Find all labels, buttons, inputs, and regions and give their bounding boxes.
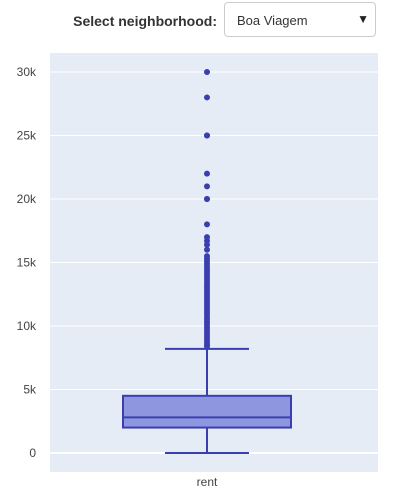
iqr-box[interactable] — [122, 394, 292, 429]
neighborhood-selector-row: Select neighborhood: Boa Viagem ▼ — [0, 1, 414, 39]
outlier-point[interactable] — [204, 69, 210, 76]
outlier-point[interactable] — [204, 196, 210, 203]
y-tick-label: 20k — [17, 192, 37, 206]
outlier-point[interactable] — [204, 221, 210, 228]
x-axis-ticks: rent — [197, 475, 218, 489]
outlier-point[interactable] — [204, 94, 210, 101]
outlier-point[interactable] — [204, 183, 210, 190]
y-tick-label: 15k — [17, 256, 37, 270]
outlier-points[interactable] — [204, 69, 210, 350]
y-tick-label: 0 — [29, 446, 36, 460]
selector-label: Select neighborhood: — [73, 13, 217, 29]
grid-lines — [50, 71, 378, 454]
y-tick-label: 5k — [23, 382, 37, 396]
dropdown-selected-value: Boa Viagem — [237, 13, 308, 28]
y-tick-label: 25k — [17, 129, 37, 143]
x-tick-label: rent — [197, 475, 218, 489]
outlier-point[interactable] — [204, 246, 210, 253]
outlier-point[interactable] — [204, 170, 210, 177]
outlier-point[interactable] — [204, 132, 210, 139]
outlier-point[interactable] — [204, 343, 210, 350]
y-tick-label: 30k — [17, 65, 37, 79]
y-tick-label: 10k — [17, 319, 37, 333]
chevron-down-icon[interactable]: ▼ — [357, 12, 369, 26]
neighborhood-dropdown[interactable]: Boa Viagem ▼ — [224, 2, 376, 37]
outlier-point[interactable] — [204, 241, 210, 248]
y-axis-ticks: 0 5k 10k 15k 20k 25k 30k — [17, 65, 37, 460]
